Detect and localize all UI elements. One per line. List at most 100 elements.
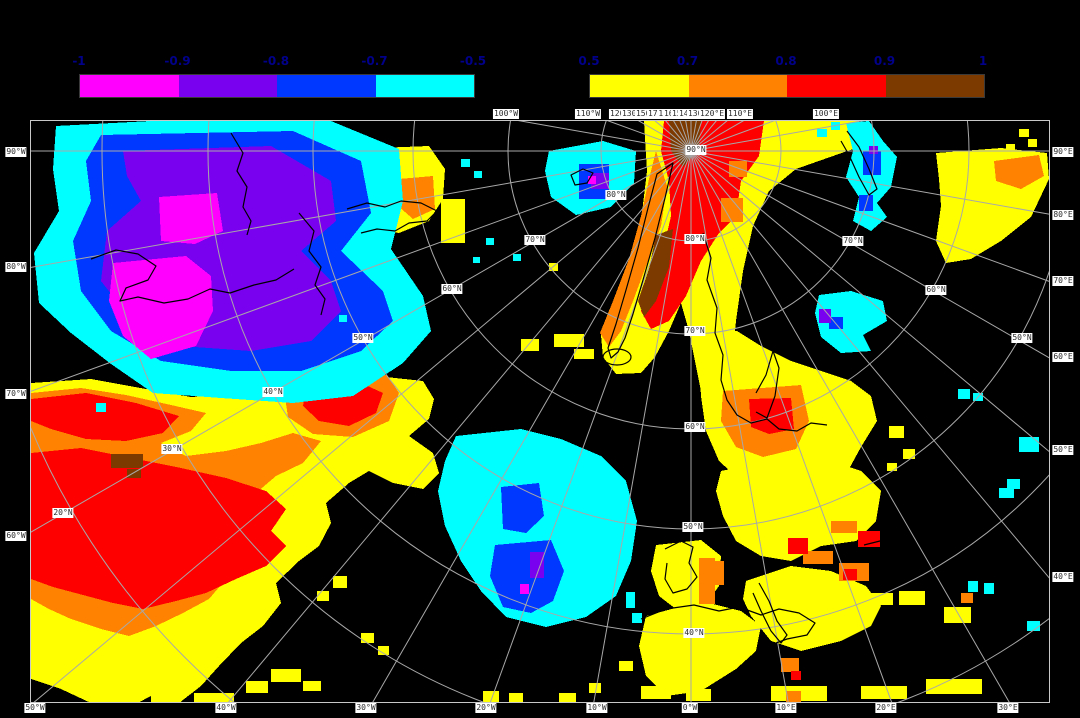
data-cell-yellow: [676, 637, 688, 647]
data-cell-yellow: [317, 591, 329, 601]
coastline-iceland-coast: [602, 348, 632, 366]
region-barents-neg-cyan: [815, 291, 887, 353]
graticule-label: 70°W: [5, 389, 27, 399]
data-cell-yellow: [559, 693, 576, 702]
data-cell-yellow: [903, 449, 915, 459]
graticule-label: 40°E: [1052, 572, 1074, 582]
data-cell-yellow: [889, 426, 904, 438]
data-cell-cyan: [958, 389, 970, 399]
graticule-label: 20°E: [875, 703, 897, 713]
data-cell-red: [788, 538, 808, 554]
region-poleband-brown-coast: [638, 229, 673, 317]
graticule-label: 50°N: [1011, 333, 1033, 343]
data-cell-orange: [715, 561, 724, 585]
data-cell-yellow: [303, 681, 321, 691]
region-atlantic-neg-blue-n: [501, 483, 544, 533]
data-cell-yellow: [887, 463, 897, 471]
data-cell-cyan: [96, 403, 106, 412]
graticule-label: 80°W: [5, 262, 27, 272]
map-plot-area: [30, 120, 1050, 703]
data-cell-cyan: [984, 583, 994, 594]
data-cell-purple: [530, 552, 544, 578]
graticule-label: 110°E: [726, 109, 754, 119]
graticule-label: 80°N: [605, 190, 627, 200]
graticule-label: 50°N: [682, 522, 704, 532]
data-cell-cyan: [968, 581, 978, 592]
data-cell-yellow: [1006, 144, 1015, 152]
graticule-label: 10°E: [775, 703, 797, 713]
data-cell-brown: [127, 469, 141, 478]
graticule-label: 60°W: [5, 531, 27, 541]
graticule-label: 60°N: [441, 284, 463, 294]
data-cell-magenta: [588, 176, 596, 184]
graticule-label: 70°N: [524, 235, 546, 245]
coastline-black-sea-coast: [861, 539, 903, 563]
colorbar-segment-blue: [277, 75, 376, 97]
colorbar-tick: -1: [72, 54, 86, 68]
coastline-hudson-bay-coast: [90, 249, 295, 304]
data-cell-orange: [786, 691, 801, 702]
colorbar-tick: 0.5: [578, 54, 600, 68]
region-canada-neg-magenta-s: [109, 256, 213, 359]
data-cell-orange: [803, 551, 833, 564]
data-cell-yellow: [361, 633, 374, 643]
data-cell-yellow: [194, 693, 234, 702]
data-cell-purple: [819, 309, 831, 323]
graticule-label: 90°W: [5, 147, 27, 157]
graticule-label: 70°N: [842, 236, 864, 246]
region-arctic-canada-orange: [397, 176, 435, 219]
region-na-warm-red-upper: [31, 393, 179, 441]
region-europe-iberia-yellow: [639, 601, 761, 696]
graticule-label: 20°N: [52, 508, 74, 518]
graticule-meridian: [690, 150, 1049, 282]
data-cell-cyan: [1007, 479, 1020, 489]
graticule-label: 50°N: [352, 333, 374, 343]
data-cell-yellow: [151, 689, 181, 702]
data-cell-yellow: [619, 661, 633, 671]
coastline-norway-baltic-coast: [702, 232, 828, 432]
region-europe-balkan-yellow: [743, 566, 881, 651]
data-cell-yellow: [871, 593, 893, 605]
data-cell-blue: [829, 317, 843, 329]
region-na-warm-red-main: [31, 448, 286, 609]
data-cell-yellow: [944, 607, 971, 623]
data-cell-yellow: [641, 686, 671, 699]
graticule-meridian: [690, 150, 1049, 453]
colorbar-segment-red: [787, 75, 886, 97]
coastline-novaya-zemlya-coast: [840, 130, 878, 196]
coastline-arctic-islands-coast: [346, 200, 438, 234]
coastline-uk-coast: [664, 540, 698, 594]
region-scandinavia-red: [749, 398, 794, 434]
data-cell-blue: [863, 151, 881, 175]
data-cell-yellow: [686, 689, 711, 701]
graticule-meridian: [690, 150, 1049, 579]
data-cell-cyan: [473, 257, 480, 263]
graticule-label: 100°E: [812, 109, 840, 119]
graticule-meridian: [228, 150, 692, 702]
graticule-label: 30°N: [161, 444, 183, 454]
data-cell-orange: [781, 658, 799, 672]
graticule-meridian: [31, 150, 692, 392]
region-canada-neg-magenta-n: [159, 193, 223, 244]
graticule-label: 50°W: [24, 703, 46, 713]
graticule-meridian: [690, 150, 1010, 702]
data-cell-orange: [729, 161, 747, 177]
data-cell-yellow: [589, 683, 601, 693]
data-cell-magenta: [520, 584, 529, 594]
colorbar-segment-brown: [885, 75, 984, 97]
graticule-label: 30°E: [997, 703, 1019, 713]
graticule-meridian: [372, 150, 692, 702]
graticule-label: 80°N: [684, 234, 706, 244]
data-cell-cyan: [817, 129, 827, 137]
data-cell-cyan: [1027, 621, 1040, 631]
data-cell-yellow: [574, 349, 594, 359]
graticule-label: 60°E: [1052, 352, 1074, 362]
data-cell-red: [843, 569, 857, 580]
data-cell-brown: [111, 454, 143, 468]
graticule-label: 40°W: [215, 703, 237, 713]
graticule-label: 60°N: [684, 422, 706, 432]
colorbar-tick: -0.7: [361, 54, 388, 68]
data-cell-orange: [831, 521, 857, 533]
data-cell-cyan: [626, 592, 635, 608]
